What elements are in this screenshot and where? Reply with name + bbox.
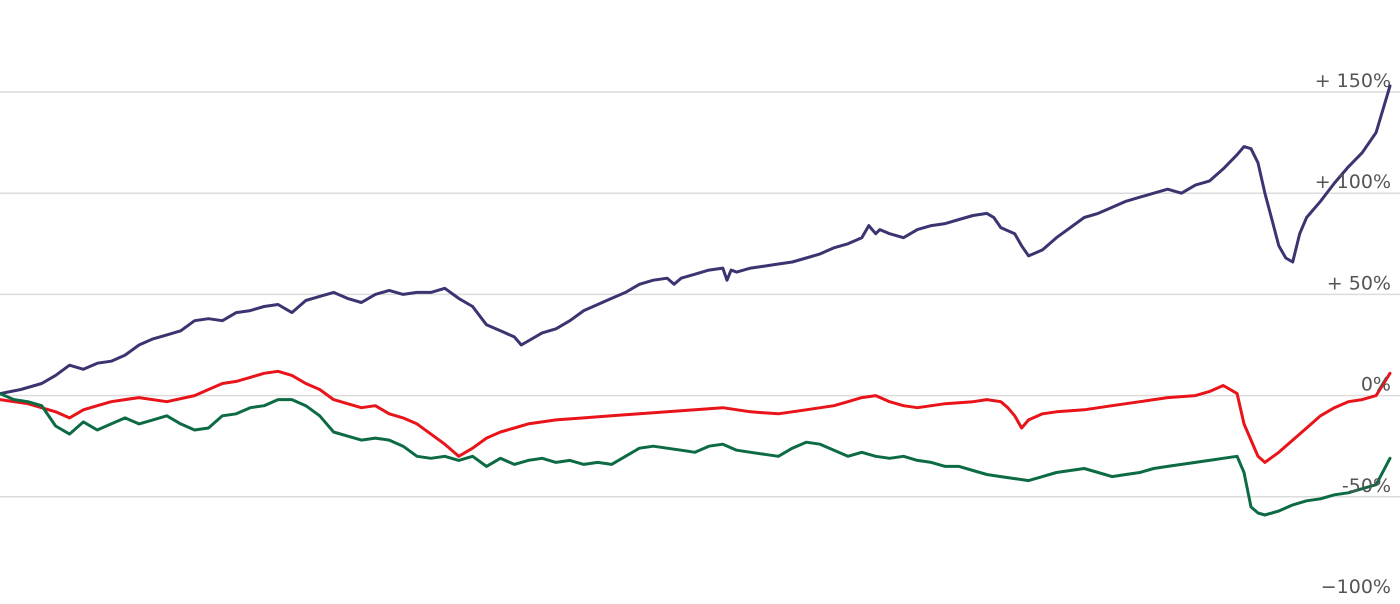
y-tick-label: + 100% — [1315, 171, 1391, 193]
series-line-1 — [0, 84, 1392, 396]
grid-layer — [0, 91, 1400, 498]
y-axis-labels: + 150% + 100% + 50% 0% -50% −100% — [1315, 70, 1391, 598]
series-line-2 — [0, 369, 1392, 464]
series-line-3 — [0, 392, 1392, 517]
y-tick-label: 0% — [1361, 374, 1391, 396]
y-tick-label: -50% — [1342, 475, 1391, 497]
series-layer — [0, 84, 1392, 517]
y-tick-label: −100% — [1321, 576, 1391, 598]
y-tick-label: + 50% — [1327, 272, 1391, 294]
y-tick-label: + 150% — [1315, 70, 1391, 92]
